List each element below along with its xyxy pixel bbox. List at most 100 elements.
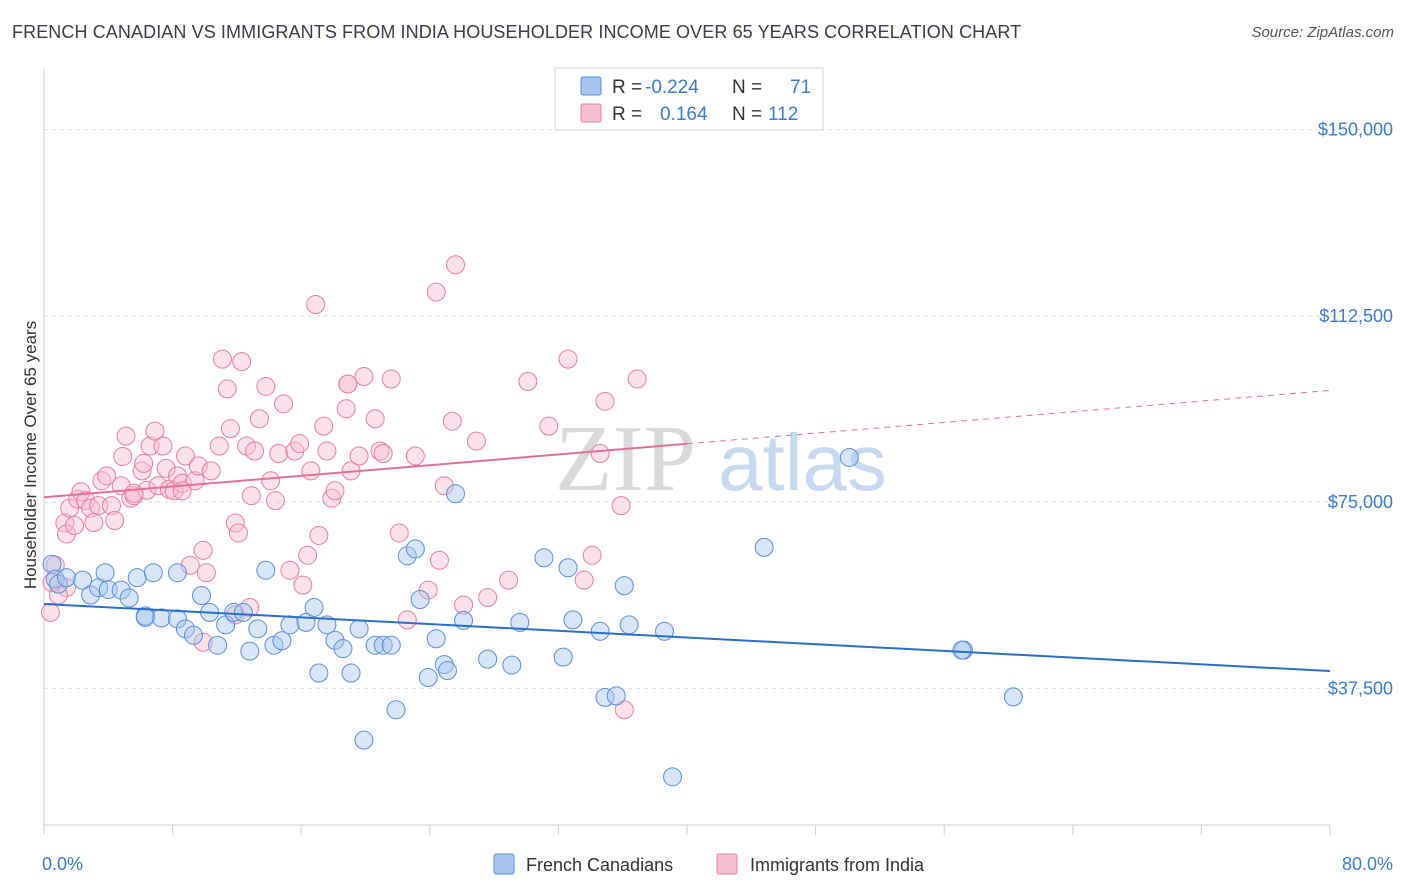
point-french-canadians (127, 568, 147, 588)
point-french-canadians (410, 590, 430, 610)
point-immigrants-india (256, 376, 276, 396)
point-french-canadians (233, 602, 253, 622)
legend-label-immigrants-india: Immigrants from India (750, 855, 925, 875)
point-immigrants-india (365, 409, 385, 429)
point-french-canadians (590, 621, 610, 641)
point-immigrants-india (280, 560, 300, 580)
point-french-canadians (111, 580, 131, 600)
point-french-canadians (1003, 687, 1023, 707)
correlation-legend: R = -0.224 N = 71 R = 0.164 N = 112 (554, 67, 824, 131)
point-french-canadians (317, 615, 337, 635)
watermark-atlas: atlas (718, 418, 887, 507)
point-immigrants-india (40, 602, 60, 622)
point-french-canadians (381, 635, 401, 655)
point-immigrants-india (113, 446, 133, 466)
point-french-canadians (437, 661, 457, 681)
y-tick-label: $37,500 (1328, 678, 1393, 698)
point-french-canadians (240, 641, 260, 661)
point-immigrants-india (317, 441, 337, 461)
point-immigrants-india (405, 446, 425, 466)
point-french-canadians (208, 635, 228, 655)
point-french-canadians (256, 560, 276, 580)
point-french-canadians (192, 586, 212, 606)
point-immigrants-india (212, 349, 232, 369)
point-immigrants-india (188, 456, 208, 476)
point-french-canadians (73, 570, 93, 590)
point-french-canadians (167, 609, 187, 629)
x-tick-left: 0.0% (42, 854, 83, 874)
point-french-canadians (151, 608, 171, 628)
legend-r-label-1: R = (612, 77, 642, 98)
point-immigrants-india (249, 409, 269, 429)
point-french-canadians (183, 625, 203, 645)
point-immigrants-india (102, 496, 122, 516)
point-french-canadians (426, 629, 446, 649)
point-french-canadians (135, 607, 155, 627)
point-immigrants-india (265, 491, 285, 511)
legend-r-value-2: 0.164 (660, 104, 708, 125)
point-immigrants-india (309, 525, 329, 545)
point-immigrants-india (274, 394, 294, 414)
point-french-canadians (175, 619, 195, 639)
point-immigrants-india (145, 421, 165, 441)
point-immigrants-india (478, 588, 498, 608)
legend-r-value-1: -0.224 (645, 77, 699, 98)
point-french-canadians (558, 558, 578, 578)
point-immigrants-india (389, 523, 409, 543)
point-immigrants-india (65, 516, 85, 536)
point-french-canadians (280, 615, 300, 635)
trend-lines (43, 389, 1331, 673)
point-french-canadians (418, 667, 438, 687)
point-immigrants-india (454, 595, 474, 615)
point-french-canadians (81, 585, 101, 605)
point-french-canadians (304, 597, 324, 617)
point-french-canadians (839, 447, 859, 467)
point-french-canadians (42, 554, 62, 574)
point-french-canadians (619, 615, 639, 635)
point-immigrants-india (220, 419, 240, 439)
point-french-canadians (502, 655, 522, 675)
point-immigrants-india (105, 511, 125, 531)
point-french-canadians (563, 610, 583, 630)
point-immigrants-india (124, 483, 144, 503)
point-immigrants-india (381, 369, 401, 389)
point-immigrants-india (558, 349, 578, 369)
point-french-canadians (386, 700, 406, 720)
point-french-canadians (333, 639, 353, 659)
point-french-canadians (510, 612, 530, 632)
point-immigrants-india (261, 471, 281, 491)
point-immigrants-india (446, 255, 466, 275)
legend-n-value-1: 71 (790, 77, 811, 98)
point-immigrants-india (301, 461, 321, 481)
point-immigrants-india (232, 352, 252, 372)
trend-line-immigrants-india (43, 442, 688, 499)
y-axis-label: Householder Income Over 65 years (21, 321, 40, 589)
point-immigrants-india (434, 476, 454, 496)
point-immigrants-india (245, 441, 265, 461)
point-immigrants-india (196, 563, 216, 583)
point-immigrants-india (293, 575, 313, 595)
y-tick-label: $150,000 (1318, 120, 1393, 140)
point-french-canadians (952, 640, 972, 660)
point-french-canadians (167, 563, 187, 583)
point-french-canadians (341, 663, 361, 683)
point-french-canadians (354, 730, 374, 750)
point-french-canadians (349, 619, 369, 639)
point-immigrants-india (57, 524, 77, 544)
chart-title: FRENCH CANADIAN VS IMMIGRANTS FROM INDIA… (12, 22, 1022, 42)
point-immigrants-india (193, 540, 213, 560)
point-immigrants-india (175, 446, 195, 466)
point-immigrants-india (590, 443, 610, 463)
point-immigrants-india (229, 523, 249, 543)
point-french-canadians (248, 619, 268, 639)
point-immigrants-india (349, 446, 369, 466)
point-french-canadians (143, 563, 163, 583)
point-french-canadians (48, 574, 68, 594)
point-immigrants-india (269, 443, 289, 463)
legend-label-french-canadians: French Canadians (526, 855, 673, 875)
point-immigrants-india (241, 486, 261, 506)
point-french-canadians (272, 631, 292, 651)
trend-line-extension (686, 389, 1331, 445)
point-immigrants-india (373, 443, 393, 463)
